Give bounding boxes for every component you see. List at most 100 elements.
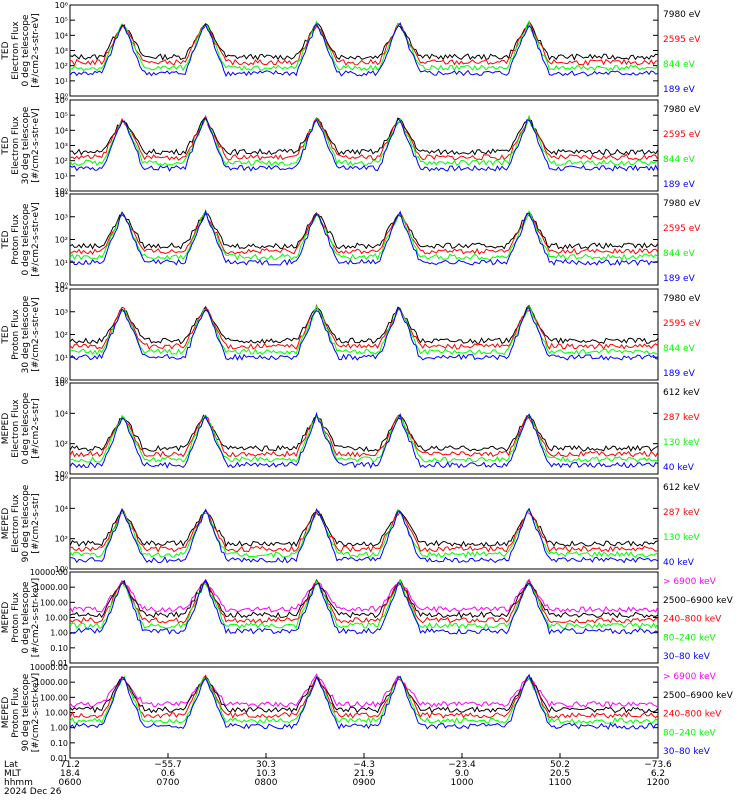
x-tick-lat: 30.3 — [256, 760, 276, 770]
y-axis-label-line: 30 deg telescope — [21, 106, 31, 184]
series-line-3 — [69, 413, 659, 463]
series-line-2 — [69, 303, 659, 351]
y-tick-label: 10³ — [55, 308, 68, 317]
panel-frame — [69, 99, 659, 192]
y-tick-label: 10⁴ — [55, 31, 68, 40]
y-axis-label-line: Electron Flux — [11, 399, 21, 458]
x-tick-hhmm: 0900 — [353, 778, 376, 788]
series-line-3 — [69, 674, 659, 719]
series-line-3 — [69, 580, 659, 624]
legend-entry: 7980 eV — [663, 199, 701, 209]
y-tick-label: 10⁴ — [55, 504, 68, 513]
y-tick-label: 10⁶ — [55, 379, 68, 388]
y-axis-label-line: 0 deg telescope — [21, 392, 31, 464]
legend-entry: 40 keV — [663, 463, 695, 473]
y-tick-label: 10.00 — [45, 614, 68, 623]
series-line-4 — [69, 675, 659, 725]
y-tick-label: 1.00 — [50, 724, 68, 733]
legend-entry: 80–240 keV — [663, 728, 716, 738]
panel-7: 0.010.101.0010.00100.001000.0010000.00ME… — [1, 568, 734, 668]
panel-5: 10⁰ 10² 10⁴ 10⁶ MEPEDElectron Flux0 deg tele… — [1, 379, 700, 479]
series-line-2 — [69, 20, 659, 67]
series-line-2 — [69, 413, 659, 458]
legend-entry: 7980 eV — [663, 294, 701, 304]
y-tick-label: 100.00 — [40, 598, 68, 607]
legend-entry: 240–800 keV — [663, 710, 722, 720]
y-axis-label-line: TED — [1, 325, 11, 344]
legend-entry: 7980 eV — [663, 10, 701, 20]
y-axis-label-line: [#/cm2-s-str-eV] — [31, 13, 41, 88]
panel-frame — [69, 477, 659, 570]
series-line-2 — [69, 210, 659, 256]
y-axis-label: TEDElectron Flux0 deg telescope[#/cm2-s-… — [1, 13, 41, 88]
legend-entry: 240–800 keV — [663, 615, 722, 625]
legend-entry: 844 eV — [663, 344, 696, 354]
legend-entry: 2595 eV — [663, 319, 701, 329]
series-line-2 — [69, 114, 659, 161]
x-tick-lat: −55.7 — [154, 760, 182, 770]
y-tick-label: 10³ — [55, 47, 68, 56]
series-line-3 — [69, 209, 659, 261]
y-axis-label-line: 0 deg telescope — [21, 203, 31, 275]
y-axis-label-line: Electron Flux — [11, 21, 21, 80]
y-tick-label: 10⁶ — [55, 96, 68, 105]
y-tick-label: 0.10 — [50, 644, 68, 653]
series-line-4 — [69, 578, 659, 630]
y-tick-label: 0.01 — [50, 659, 68, 668]
x-axis-row-label: Lat — [4, 760, 19, 770]
y-tick-label: 10² — [55, 440, 68, 449]
y-tick-label: 10⁴ — [55, 285, 68, 294]
legend-entry: 130 keV — [663, 533, 700, 543]
y-axis-label-line: Proton Flux — [11, 214, 21, 265]
y-tick-label: 10⁰ — [55, 187, 68, 196]
legend-entry: > 6900 keV — [663, 672, 717, 682]
x-tick-mlt: 0.6 — [161, 769, 176, 779]
x-tick-lat: −73.6 — [644, 760, 672, 770]
legend-entry: 189 eV — [663, 85, 696, 95]
y-axis-label-line: 0 deg telescope — [21, 581, 31, 653]
y-tick-label: 10⁰ — [55, 281, 68, 290]
y-tick-label: 10² — [55, 62, 68, 71]
y-tick-label: 10⁰ — [55, 565, 68, 574]
legend-entry: 612 keV — [663, 388, 700, 398]
y-tick-label: 10⁴ — [55, 126, 68, 135]
y-tick-label: 10⁶ — [55, 1, 68, 10]
x-tick-mlt: 9.0 — [455, 769, 470, 779]
y-axis-label: MEPEDProton Flux90 deg telescope[#/cm2-s… — [1, 673, 41, 752]
panel-frame — [69, 193, 659, 286]
legend-entry: 189 eV — [663, 274, 696, 284]
y-tick-label: 10000.00 — [30, 568, 68, 577]
y-axis-label-line: [#/cm2-s-str-eV] — [31, 202, 41, 277]
x-tick-lat: 71.2 — [60, 760, 80, 770]
panel-3: 10⁰ 10¹ 10² 10³ 10⁴ TEDProton Flux0 deg teles… — [1, 190, 701, 290]
y-tick-label: 10² — [55, 157, 68, 166]
y-axis-label-line: 90 deg telescope — [21, 484, 31, 562]
x-tick-lat: −4.3 — [353, 760, 375, 770]
series-line-3 — [69, 20, 659, 72]
legend-entry: 2500–6900 keV — [663, 691, 734, 701]
legend-entry: 30–80 keV — [663, 652, 711, 662]
legend-entry: 30–80 keV — [663, 747, 711, 757]
y-tick-label: 10⁰ — [55, 470, 68, 479]
x-axis-row-label: MLT — [4, 769, 22, 779]
legend-entry: 844 eV — [663, 155, 696, 165]
x-tick-mlt: 18.4 — [60, 769, 80, 779]
y-axis-label-line: MEPED — [1, 508, 11, 540]
y-axis-label: MEPEDElectron Flux0 deg telescope[#/cm2-… — [1, 392, 41, 464]
y-tick-label: 10.00 — [45, 709, 68, 718]
y-axis-label-line: Electron Flux — [11, 116, 21, 175]
panel-frame — [69, 571, 659, 664]
date-label: 2024 Dec 26 — [4, 787, 62, 797]
series-line-4 — [69, 306, 659, 361]
series-line-3 — [69, 114, 659, 167]
y-axis-label-line: [#/cm2-s-str] — [31, 398, 41, 458]
y-tick-label: 10³ — [55, 213, 68, 222]
y-tick-label: 10¹ — [55, 258, 68, 267]
y-tick-label: 1.00 — [50, 629, 68, 638]
x-tick-lat: −23.4 — [448, 760, 476, 770]
y-axis-label-line: Proton Flux — [11, 687, 21, 738]
legend-entry: 80–240 keV — [663, 633, 716, 643]
y-tick-label: 100.00 — [40, 693, 68, 702]
panel-1: 10⁰ 10¹ 10² 10³ 10⁴ 10⁵ 10⁶ TEDElectron Flux0 d… — [1, 1, 701, 101]
